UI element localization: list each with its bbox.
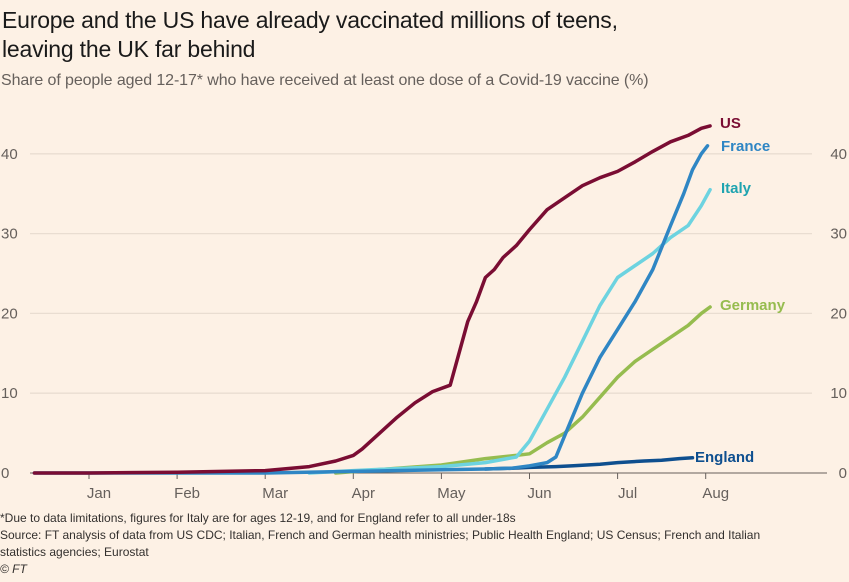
x-tick-label: Apr	[352, 485, 375, 502]
y-tick-label-left: 0	[1, 465, 9, 482]
y-tick-label-left: 10	[1, 385, 18, 402]
footnotes: *Due to data limitations, figures for It…	[0, 510, 849, 578]
x-tick-label: May	[437, 485, 466, 502]
series-label-england: England	[695, 449, 754, 466]
y-tick-label-right: 0	[839, 465, 847, 482]
series-line-us	[32, 124, 712, 475]
source-line-1: Source: FT analysis of data from US CDC;…	[0, 528, 761, 542]
series-label-france: France	[721, 138, 770, 155]
x-tick-label: Feb	[174, 485, 200, 502]
y-tick-label-right: 10	[830, 385, 847, 402]
source-line-2: statistics agencies; Eurostat	[0, 545, 149, 559]
title-line-2: leaving the UK far behind	[2, 36, 256, 62]
line-chart: 0 10 20 30 40 0 10 20 30 40 Jan Feb Mar Apr May Jun Ju…	[1, 115, 847, 502]
y-tick-label-left: 30	[1, 226, 18, 243]
x-tick-label: Aug	[702, 485, 729, 502]
title-line-1: Europe and the US have already vaccinate…	[2, 7, 618, 33]
y-tick-label-left: 20	[1, 305, 18, 322]
series-labels: England Germany Italy France US	[695, 115, 786, 466]
series-line-france	[32, 144, 710, 475]
y-axis-left: 0 10 20 30 40	[1, 146, 18, 482]
footnote: *Due to data limitations, figures for It…	[0, 511, 516, 525]
series-label-germany: Germany	[720, 297, 786, 314]
y-tick-label-right: 30	[830, 226, 847, 243]
chart-subtitle: Share of people aged 12-17* who have rec…	[1, 72, 649, 89]
x-tick-label: Jun	[527, 485, 551, 502]
x-tick-label: Jul	[618, 485, 637, 502]
y-axis-right: 0 10 20 30 40	[830, 146, 847, 482]
series-line-italy	[307, 187, 712, 475]
series-label-italy: Italy	[721, 180, 752, 197]
y-tick-label-right: 40	[830, 146, 847, 163]
x-tick-label: Mar	[262, 485, 288, 502]
y-tick-label-right: 20	[830, 305, 847, 322]
gridlines	[30, 153, 827, 474]
x-tick-label: Jan	[87, 485, 111, 502]
series-lines	[32, 124, 712, 475]
chart-title: Europe and the US have already vaccinate…	[2, 6, 802, 64]
copyright: © FT	[0, 562, 27, 576]
series-line-germany	[333, 305, 712, 475]
series-label-us: US	[720, 115, 741, 132]
y-tick-label-left: 40	[1, 146, 18, 163]
x-axis: Jan Feb Mar Apr May Jun Jul Aug	[87, 473, 729, 502]
